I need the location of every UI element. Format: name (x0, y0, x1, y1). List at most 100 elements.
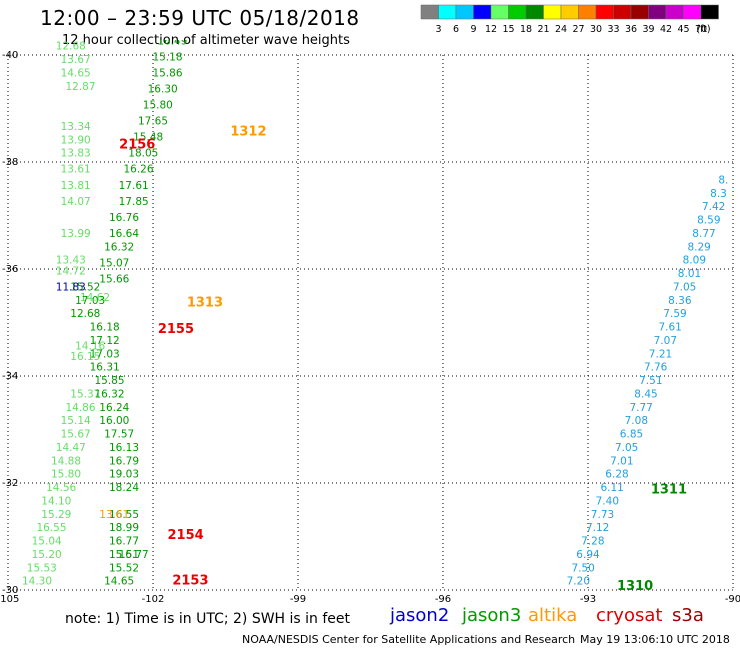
wave-height-point: 15.88 (32, 19, 62, 31)
wave-height-point: 6.11 (600, 482, 623, 494)
wave-height-point: 15.04 (32, 536, 62, 548)
wave-height-point: 13.67 (61, 54, 91, 66)
wave-height-point: 16.15 (70, 351, 100, 363)
wave-height-point: 16.55 (109, 509, 139, 521)
wave-height-point: 15.53 (27, 562, 57, 574)
wave-height-point: 7.01 (610, 455, 633, 467)
x-tick-label: -99 (290, 594, 306, 605)
wave-height-point: 17.03 (75, 295, 105, 307)
pass-time-label: 1313 (187, 295, 223, 310)
wave-height-point: 7.77 (629, 402, 652, 414)
wave-height-point: 7.28 (581, 536, 604, 548)
footer-note: note: 1) Time is in UTC; 2) SWH is in fe… (65, 611, 351, 627)
scale-tick-label: 36 (625, 24, 637, 35)
wave-height-point: 7.05 (615, 442, 638, 454)
scale-tick-label: 70 (695, 24, 707, 35)
wave-height-point: 17.65 (138, 116, 168, 128)
y-tick-label: -30 (2, 585, 18, 596)
legend-item-cryosat: cryosat (596, 605, 663, 626)
scale-tick-label: 6 (453, 24, 459, 35)
wave-height-point: 15.51 (109, 549, 139, 561)
wave-height-point: 15.20 (32, 549, 62, 561)
wave-height-point: 16.93 (157, 19, 187, 31)
wave-height-point: 13.61 (61, 164, 91, 176)
wave-height-point: 13.46 (22, 14, 52, 26)
wave-height-point: 8.3 (710, 188, 727, 200)
wave-height-point: 17.85 (119, 196, 149, 208)
wave-height-point: 15.48 (133, 132, 163, 144)
wave-height-point: 15.07 (99, 257, 129, 269)
wave-height-point: 14.65 (104, 576, 134, 588)
wave-height-point: 13.82 (61, 1, 91, 13)
scale-bin (700, 4, 719, 20)
scale-tick-label: 21 (537, 24, 549, 35)
wave-height-point: 13.61 (99, 509, 129, 521)
wave-height-point: 18.05 (128, 148, 158, 160)
pass-time-label: 2154 (168, 528, 204, 543)
wave-height-point: 17.12 (90, 335, 120, 347)
wave-height-point: 14.56 (46, 482, 76, 494)
y-tick-label: -34 (2, 371, 18, 382)
y-tick-label: -40 (2, 50, 18, 61)
wave-height-point: 16.00 (99, 415, 129, 427)
wave-height-point: 13.47 (17, 30, 47, 42)
y-tick-label: -32 (2, 478, 18, 489)
wave-height-point: 14.72 (56, 265, 86, 277)
data-points: 14.3015.5315.2015.0416.5515.2914.1014.56… (7, 0, 728, 594)
pass-time-label: 1310 (617, 579, 653, 594)
pass-time-label: 1312 (230, 124, 266, 139)
wave-height-point: 8.09 (683, 255, 706, 267)
legend-item-jason3: jason3 (462, 605, 522, 626)
pass-time-label: 1311 (651, 483, 687, 498)
wave-height-point: 15.80 (143, 100, 173, 112)
wave-height-point: 12.68 (56, 41, 86, 53)
wave-height-point: 15.52 (70, 281, 100, 293)
wave-height-point: 6.85 (620, 429, 643, 441)
wave-height-point: 16.24 (99, 402, 129, 414)
legend-item-altika: altika (528, 605, 578, 626)
wave-height-point: 7.21 (649, 348, 672, 360)
wave-height-point: 16.32 (104, 241, 134, 253)
wave-height-point: 7.59 (663, 308, 686, 320)
wave-height-point: 7.76 (644, 362, 668, 374)
wave-height-point: 15.67 (61, 429, 91, 441)
wave-height-point: 13.99 (61, 228, 91, 240)
footer-timestamp: May 19 13:06:10 UTC 2018 (580, 633, 730, 646)
wave-height-point: 17.57 (104, 429, 134, 441)
wave-height-point: 16.79 (109, 455, 139, 467)
chart-title: 12:00 – 23:59 UTC 05/18/2018 (40, 6, 360, 30)
wave-height-point: 7.40 (596, 495, 619, 507)
wave-height-point: 7.73 (591, 509, 614, 521)
scale-tick-label: 3 (435, 24, 441, 35)
wave-height-point: 15.52 (109, 562, 139, 574)
wave-height-point: 7.61 (658, 322, 681, 334)
wave-height-point: 18.24 (109, 482, 139, 494)
wave-height-point: 6.28 (605, 469, 628, 481)
wave-height-point: 16.64 (109, 228, 139, 240)
x-tick-label: -96 (435, 594, 451, 605)
scale-tick-label: 42 (660, 24, 672, 35)
wave-height-point: 15.14 (61, 415, 91, 427)
scale-tick-label: 12 (485, 24, 497, 35)
wave-height-point: 14.86 (65, 402, 95, 414)
wave-height-point: 16.32 (94, 388, 124, 400)
wave-height-point: 13.85 (17, 0, 47, 10)
scale-tick-label: 39 (642, 24, 654, 35)
wave-height-point: 14.16 (75, 340, 105, 352)
x-tick-label: -93 (580, 594, 596, 605)
pass-time-label: 2153 (172, 574, 208, 589)
wave-height-point: 12.87 (65, 81, 95, 93)
wave-height-point: 8.29 (687, 241, 710, 253)
scale-tick-label: 15 (502, 24, 514, 35)
scale-tick-label: 18 (520, 24, 532, 35)
wave-height-point: 7.20 (567, 576, 590, 588)
wave-height-point: 16.49 (157, 35, 187, 47)
wave-height-point: 7.50 (571, 562, 594, 574)
wave-height-point: 7.12 (586, 522, 609, 534)
wave-height-point: 16.76 (109, 212, 139, 224)
wave-height-point: 14.30 (22, 576, 52, 588)
grid (7, 54, 734, 591)
wave-height-point: 7.05 (673, 281, 696, 293)
x-tick-label: -90 (725, 594, 740, 605)
